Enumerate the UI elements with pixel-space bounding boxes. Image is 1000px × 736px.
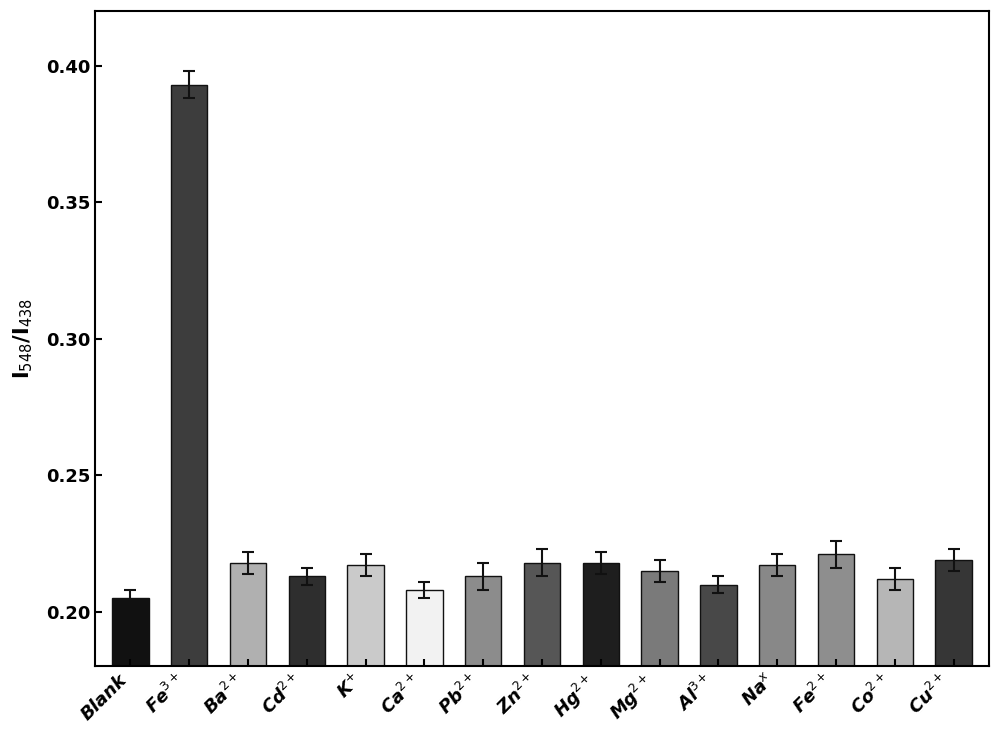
Bar bbox=[524, 562, 560, 736]
Y-axis label: I$_{548}$/I$_{438}$: I$_{548}$/I$_{438}$ bbox=[11, 298, 35, 379]
Bar bbox=[171, 85, 207, 736]
Bar bbox=[759, 565, 795, 736]
Bar bbox=[818, 554, 854, 736]
Bar bbox=[700, 584, 737, 736]
Bar bbox=[641, 571, 678, 736]
Bar bbox=[289, 576, 325, 736]
Bar bbox=[230, 562, 266, 736]
Bar bbox=[465, 576, 501, 736]
Bar bbox=[347, 565, 384, 736]
Bar bbox=[112, 598, 149, 736]
Bar bbox=[877, 579, 913, 736]
Bar bbox=[935, 560, 972, 736]
Bar bbox=[583, 562, 619, 736]
Bar bbox=[406, 590, 443, 736]
